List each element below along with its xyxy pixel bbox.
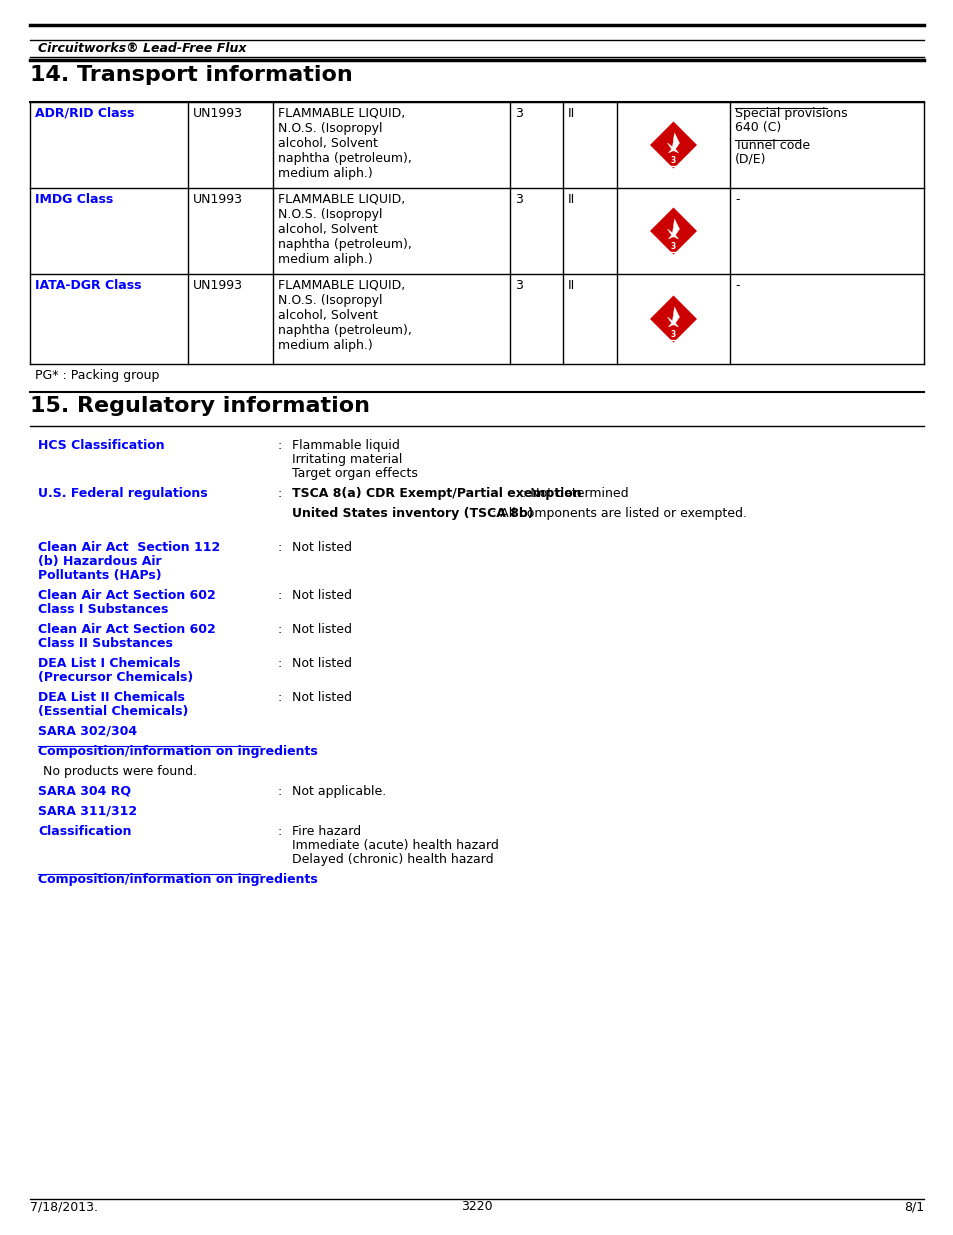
Text: 8/1: 8/1 [902, 1200, 923, 1213]
Text: II: II [567, 107, 575, 120]
Text: UN1993: UN1993 [193, 107, 243, 120]
Text: UN1993: UN1993 [193, 279, 243, 291]
Text: (D/E): (D/E) [734, 153, 765, 165]
Text: FLAMMABLE LIQUID,
N.O.S. (Isopropyl
alcohol, Solvent
naphtha (petroleum),
medium: FLAMMABLE LIQUID, N.O.S. (Isopropyl alco… [277, 107, 412, 180]
Text: Clean Air Act Section 602: Clean Air Act Section 602 [38, 589, 215, 601]
Text: UN1993: UN1993 [193, 193, 243, 206]
Text: Tunnel code: Tunnel code [734, 140, 809, 152]
Polygon shape [667, 219, 679, 240]
Text: II: II [567, 279, 575, 291]
Text: -: - [734, 193, 739, 206]
Text: 3: 3 [670, 156, 676, 165]
Text: SARA 304 RQ: SARA 304 RQ [38, 785, 131, 798]
Text: :: : [277, 785, 282, 798]
Text: No products were found.: No products were found. [43, 764, 197, 778]
Text: Flammable liquid: Flammable liquid [292, 438, 399, 452]
Text: 3: 3 [670, 330, 676, 338]
Text: Special provisions: Special provisions [734, 107, 846, 120]
Text: Immediate (acute) health hazard: Immediate (acute) health hazard [292, 839, 498, 852]
Text: Classification: Classification [38, 825, 132, 839]
Text: :: : [277, 825, 282, 839]
Text: Not listed: Not listed [292, 589, 352, 601]
Text: Pollutants (HAPs): Pollutants (HAPs) [38, 569, 161, 582]
Text: (b) Hazardous Air: (b) Hazardous Air [38, 555, 161, 568]
Text: 3: 3 [515, 279, 522, 291]
Text: DEA List I Chemicals: DEA List I Chemicals [38, 657, 180, 671]
Text: Delayed (chronic) health hazard: Delayed (chronic) health hazard [292, 853, 493, 866]
Text: :: : [277, 487, 282, 500]
Text: :: : [277, 657, 282, 671]
Text: :: : [277, 692, 282, 704]
Text: 640 (C): 640 (C) [734, 121, 781, 135]
Text: United States inventory (TSCA 8b): United States inventory (TSCA 8b) [292, 508, 533, 520]
Text: Irritating material: Irritating material [292, 453, 402, 466]
Text: Class II Substances: Class II Substances [38, 637, 172, 650]
Text: -: - [734, 279, 739, 291]
Text: Not listed: Not listed [292, 657, 352, 671]
Polygon shape [648, 206, 698, 256]
Polygon shape [667, 308, 679, 327]
Text: : Not determined: : Not determined [521, 487, 628, 500]
Text: Not listed: Not listed [292, 622, 352, 636]
Text: (Essential Chemicals): (Essential Chemicals) [38, 705, 188, 718]
Text: (Precursor Chemicals): (Precursor Chemicals) [38, 671, 193, 684]
Text: IATA-DGR Class: IATA-DGR Class [35, 279, 141, 291]
Text: SARA 311/312: SARA 311/312 [38, 805, 137, 818]
Text: Target organ effects: Target organ effects [292, 467, 417, 480]
Text: 15. Regulatory information: 15. Regulatory information [30, 396, 370, 416]
Text: :: : [277, 622, 282, 636]
Text: 3: 3 [515, 193, 522, 206]
Text: Class I Substances: Class I Substances [38, 603, 168, 616]
Text: Clean Air Act  Section 112: Clean Air Act Section 112 [38, 541, 220, 555]
Text: U.S. Federal regulations: U.S. Federal regulations [38, 487, 208, 500]
Text: PG* : Packing group: PG* : Packing group [35, 369, 159, 382]
Text: TSCA 8(a) CDR Exempt/Partial exemption: TSCA 8(a) CDR Exempt/Partial exemption [292, 487, 581, 500]
Text: Not listed: Not listed [292, 692, 352, 704]
Text: IMDG Class: IMDG Class [35, 193, 113, 206]
Text: 14. Transport information: 14. Transport information [30, 65, 353, 85]
Text: Not applicable.: Not applicable. [292, 785, 386, 798]
Text: 3: 3 [670, 242, 676, 251]
Text: 3: 3 [515, 107, 522, 120]
Text: Circuitworks® Lead-Free Flux: Circuitworks® Lead-Free Flux [38, 42, 246, 56]
Text: DEA List II Chemicals: DEA List II Chemicals [38, 692, 185, 704]
Text: 7/18/2013.: 7/18/2013. [30, 1200, 98, 1213]
Text: II: II [567, 193, 575, 206]
Text: FLAMMABLE LIQUID,
N.O.S. (Isopropyl
alcohol, Solvent
naphtha (petroleum),
medium: FLAMMABLE LIQUID, N.O.S. (Isopropyl alco… [277, 193, 412, 266]
Text: HCS Classification: HCS Classification [38, 438, 165, 452]
Text: ADR/RID Class: ADR/RID Class [35, 107, 134, 120]
Text: Not listed: Not listed [292, 541, 352, 555]
Polygon shape [648, 120, 698, 170]
Text: :: : [277, 438, 282, 452]
Text: Composition/information on ingredients: Composition/information on ingredients [38, 745, 317, 758]
Text: Fire hazard: Fire hazard [292, 825, 361, 839]
Text: FLAMMABLE LIQUID,
N.O.S. (Isopropyl
alcohol, Solvent
naphtha (petroleum),
medium: FLAMMABLE LIQUID, N.O.S. (Isopropyl alco… [277, 279, 412, 352]
Polygon shape [648, 294, 698, 345]
Polygon shape [667, 133, 679, 153]
Text: : All components are listed or exempted.: : All components are listed or exempted. [491, 508, 746, 520]
Text: :: : [277, 541, 282, 555]
Text: Composition/information on ingredients: Composition/information on ingredients [38, 873, 317, 885]
Text: SARA 302/304: SARA 302/304 [38, 725, 137, 739]
Text: :: : [277, 589, 282, 601]
Text: 3220: 3220 [460, 1200, 493, 1213]
Text: Clean Air Act Section 602: Clean Air Act Section 602 [38, 622, 215, 636]
